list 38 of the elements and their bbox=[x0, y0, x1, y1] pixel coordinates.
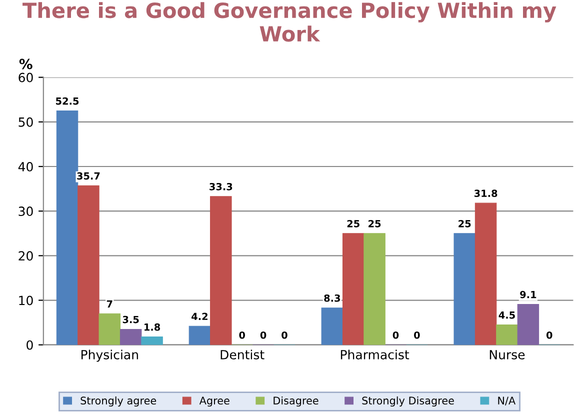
legend-label: Strongly Disagree bbox=[362, 396, 454, 407]
x-tick-label: Dentist bbox=[220, 350, 264, 360]
data-label: 0 bbox=[414, 331, 420, 339]
chart-title: There is a Good Governance Policy Within my Work bbox=[22, 2, 556, 42]
data-label: 8.3 bbox=[324, 294, 340, 302]
y-axis-title: % bbox=[19, 58, 32, 70]
data-label: 0 bbox=[239, 331, 246, 339]
data-label: 25 bbox=[347, 220, 360, 228]
legend-label: Disagree bbox=[274, 396, 318, 407]
data-label: 0 bbox=[260, 331, 266, 339]
y-tick-label: 40 bbox=[18, 162, 33, 172]
data-label: 33.3 bbox=[210, 182, 232, 190]
data-label: 9.1 bbox=[520, 290, 536, 298]
data-label: 1.8 bbox=[144, 323, 160, 331]
y-tick-label: 30 bbox=[18, 206, 33, 216]
data-label: 52.5 bbox=[56, 97, 79, 105]
legend-label: N/A bbox=[498, 396, 516, 406]
data-label: 35.7 bbox=[77, 172, 100, 180]
data-label: 4.2 bbox=[192, 312, 208, 320]
data-label: 0 bbox=[392, 331, 399, 339]
legend-label: Strongly agree bbox=[80, 396, 156, 407]
data-label: 25 bbox=[368, 220, 381, 228]
data-label: 25 bbox=[458, 220, 471, 228]
legend-label: Agree bbox=[199, 396, 230, 407]
y-tick-label: 50 bbox=[18, 117, 33, 127]
data-label: 31.8 bbox=[474, 190, 498, 198]
data-label: 3.5 bbox=[122, 316, 139, 324]
data-label: 0 bbox=[546, 331, 552, 339]
data-label: 4.5 bbox=[498, 312, 515, 319]
data-label: 7 bbox=[106, 300, 112, 308]
x-tick-label: Pharmacist bbox=[340, 350, 410, 360]
data-label: 0 bbox=[282, 331, 288, 339]
x-tick-label: Nurse bbox=[490, 350, 525, 360]
y-tick-label: 10 bbox=[19, 296, 33, 306]
x-tick-label: Physician bbox=[81, 350, 138, 362]
y-tick-label: 0 bbox=[26, 340, 33, 350]
y-tick-label: 20 bbox=[18, 251, 33, 261]
y-tick-label: 60 bbox=[18, 72, 33, 82]
